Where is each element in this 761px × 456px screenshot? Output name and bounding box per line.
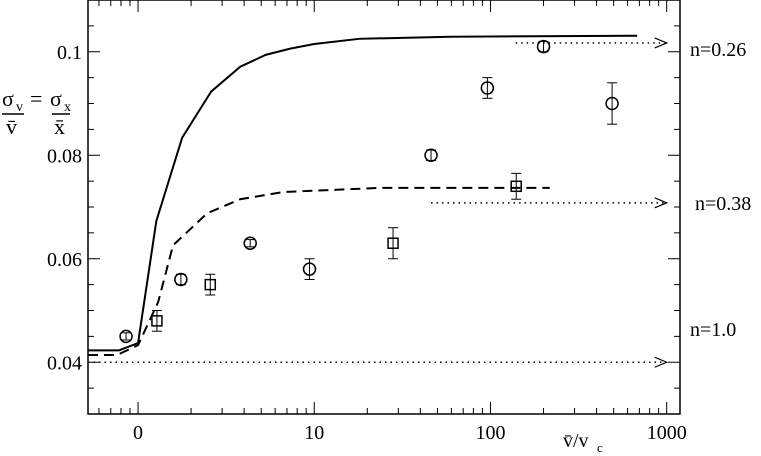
y-label-equals: = [30,86,42,111]
y-tick-label: 0.06 [47,249,82,271]
circle-point [174,272,188,287]
x-label-sub: c [597,440,603,455]
y-label-vbar: v̄ [6,114,17,139]
plot-frame [87,0,681,415]
x-axis-label: v̄/v c [563,430,603,455]
y-label-sigma-x: σ [50,86,62,111]
x-tick-label: 100 [475,422,505,444]
square-point [204,278,217,291]
x-tick-label: 0 [133,422,143,444]
circle-point [605,96,619,111]
y-tick-label: 0.1 [57,42,82,64]
annotation-label: n=0.38 [695,193,751,215]
x-label-main: v̄/v [563,430,589,452]
circle-point [119,329,133,344]
dashed-curve [88,186,550,357]
x-tick-label: 1000 [647,422,687,444]
arrow-icon [654,197,669,209]
solid-curve [88,34,638,352]
arrow-icon [654,356,669,368]
circle-point [480,81,495,95]
y-label-sigma-v: σ [2,86,14,111]
y-label-sub-v: v [16,100,23,115]
circle-point [536,39,551,54]
annotation-label: n=0.26 [690,39,746,61]
y-tick-label: 0.04 [47,352,82,374]
x-tick-label: 10 [304,422,324,444]
arrow-icon [654,37,669,49]
y-tick-label: 0.08 [47,145,82,167]
y-label-xbar: x̄ [54,114,65,139]
y-label-sub-x: x [64,100,71,115]
square-point [151,315,163,327]
y-axis-label: σ v v̄ = σ x x̄ [2,86,71,139]
square-point [387,237,399,249]
circle-point [424,148,438,162]
circle-point [302,262,317,276]
annotation-label: n=1.0 [690,319,736,341]
square-point [510,180,522,193]
circle-point [243,236,257,250]
